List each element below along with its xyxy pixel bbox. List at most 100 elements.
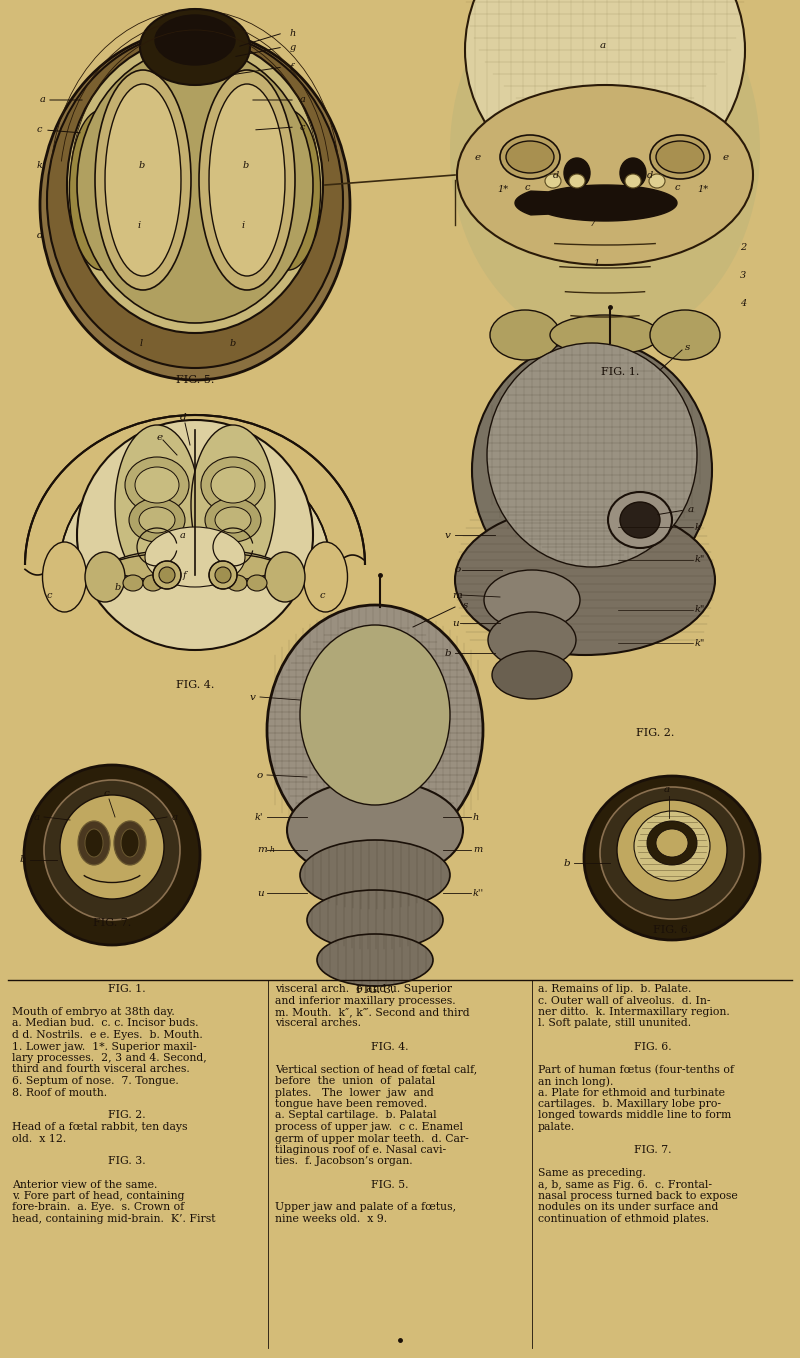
Text: 6: 6 [623, 196, 630, 205]
Text: h: h [290, 29, 296, 38]
Text: c: c [104, 789, 110, 797]
Ellipse shape [550, 315, 660, 354]
Text: Same as preceding.: Same as preceding. [538, 1168, 646, 1177]
Ellipse shape [634, 811, 710, 881]
Text: f: f [183, 570, 186, 580]
Text: FIG. 6.: FIG. 6. [653, 925, 691, 936]
Ellipse shape [24, 765, 200, 945]
Ellipse shape [584, 775, 760, 940]
Text: FIG. 3.: FIG. 3. [356, 985, 394, 995]
Text: 8: 8 [577, 202, 583, 212]
Ellipse shape [205, 498, 261, 542]
Ellipse shape [300, 625, 450, 805]
Text: FIG. 2.: FIG. 2. [636, 728, 674, 737]
Text: o: o [257, 770, 263, 779]
Text: 6. Septum of nose.  7. Tongue.: 6. Septum of nose. 7. Tongue. [12, 1076, 178, 1086]
Text: lary processes.  2, 3 and 4. Second,: lary processes. 2, 3 and 4. Second, [12, 1052, 206, 1063]
Text: ties.  f. Jacobson’s organ.: ties. f. Jacobson’s organ. [275, 1157, 413, 1167]
Text: FIG. 7.: FIG. 7. [93, 918, 131, 928]
Text: u: u [257, 888, 264, 898]
Text: v: v [250, 693, 256, 702]
Text: b: b [115, 584, 122, 592]
Text: c: c [47, 591, 53, 599]
Text: third and fourth visceral arches.: third and fourth visceral arches. [12, 1065, 190, 1074]
Ellipse shape [67, 37, 323, 333]
Text: 2: 2 [740, 243, 746, 251]
Ellipse shape [166, 33, 188, 61]
Ellipse shape [488, 612, 576, 668]
Text: b: b [20, 856, 26, 865]
Ellipse shape [70, 110, 134, 270]
Text: and inferior maxillary processes.: and inferior maxillary processes. [275, 995, 456, 1005]
Ellipse shape [129, 498, 185, 542]
Text: germ of upper molar teeth.  d. Car-: germ of upper molar teeth. d. Car- [275, 1134, 469, 1143]
Ellipse shape [487, 344, 697, 568]
Ellipse shape [121, 828, 139, 857]
Text: FIG. 6.: FIG. 6. [634, 1042, 672, 1051]
Ellipse shape [201, 458, 265, 513]
Ellipse shape [105, 84, 181, 276]
Ellipse shape [300, 841, 450, 910]
Text: Anterior view of the same.: Anterior view of the same. [12, 1180, 158, 1190]
Text: m: m [452, 591, 462, 599]
Text: b: b [243, 160, 250, 170]
Text: l. Soft palate, still ununited.: l. Soft palate, still ununited. [538, 1018, 691, 1028]
Text: a: a [688, 505, 694, 515]
Ellipse shape [656, 828, 688, 857]
Text: c: c [320, 591, 326, 599]
Text: c: c [525, 182, 530, 191]
Text: c: c [37, 125, 42, 134]
Ellipse shape [656, 141, 704, 172]
Text: 4: 4 [740, 299, 746, 307]
Ellipse shape [457, 86, 753, 265]
Text: tilaginous roof of e. Nasal cavi-: tilaginous roof of e. Nasal cavi- [275, 1145, 446, 1156]
Ellipse shape [450, 0, 760, 345]
Ellipse shape [227, 574, 247, 591]
Text: d: d [647, 171, 654, 179]
Ellipse shape [95, 71, 191, 291]
Text: FIG. 2.: FIG. 2. [108, 1111, 146, 1120]
Ellipse shape [569, 174, 585, 187]
Ellipse shape [47, 33, 343, 368]
Ellipse shape [500, 134, 560, 179]
Ellipse shape [85, 551, 125, 602]
Text: b: b [563, 196, 570, 205]
Text: a: a [664, 785, 670, 794]
Ellipse shape [484, 570, 580, 630]
Text: e: e [475, 152, 481, 162]
Text: h: h [473, 812, 479, 822]
Polygon shape [25, 416, 365, 565]
Text: c. Outer wall of alveolus.  d. In-: c. Outer wall of alveolus. d. In- [538, 995, 710, 1005]
Text: f: f [290, 62, 294, 72]
Text: a: a [180, 531, 186, 539]
Text: a: a [300, 95, 306, 105]
Text: l: l [140, 338, 143, 348]
Ellipse shape [77, 420, 313, 650]
Text: g: g [290, 42, 296, 52]
Ellipse shape [60, 794, 164, 899]
Ellipse shape [209, 84, 285, 276]
Ellipse shape [257, 110, 321, 270]
Ellipse shape [110, 549, 280, 585]
Text: before  the  union  of  palatal: before the union of palatal [275, 1076, 435, 1086]
Ellipse shape [506, 141, 554, 172]
Ellipse shape [303, 542, 347, 612]
Text: palate.: palate. [538, 1122, 575, 1133]
Ellipse shape [545, 174, 561, 187]
Text: m: m [473, 846, 482, 854]
Ellipse shape [159, 568, 175, 583]
Text: e: e [157, 432, 163, 441]
Text: nine weeks old.  x 9.: nine weeks old. x 9. [275, 1214, 387, 1224]
Ellipse shape [191, 425, 275, 585]
Ellipse shape [608, 492, 672, 549]
Ellipse shape [85, 828, 103, 857]
Text: tongue have been removed.: tongue have been removed. [275, 1099, 427, 1109]
Text: k": k" [695, 606, 706, 615]
Ellipse shape [307, 889, 443, 951]
Text: Mouth of embryo at 38th day.: Mouth of embryo at 38th day. [12, 1008, 174, 1017]
Text: an inch long).: an inch long). [538, 1076, 614, 1086]
Ellipse shape [490, 310, 560, 360]
Ellipse shape [215, 507, 251, 532]
Ellipse shape [155, 15, 235, 65]
Ellipse shape [650, 310, 720, 360]
